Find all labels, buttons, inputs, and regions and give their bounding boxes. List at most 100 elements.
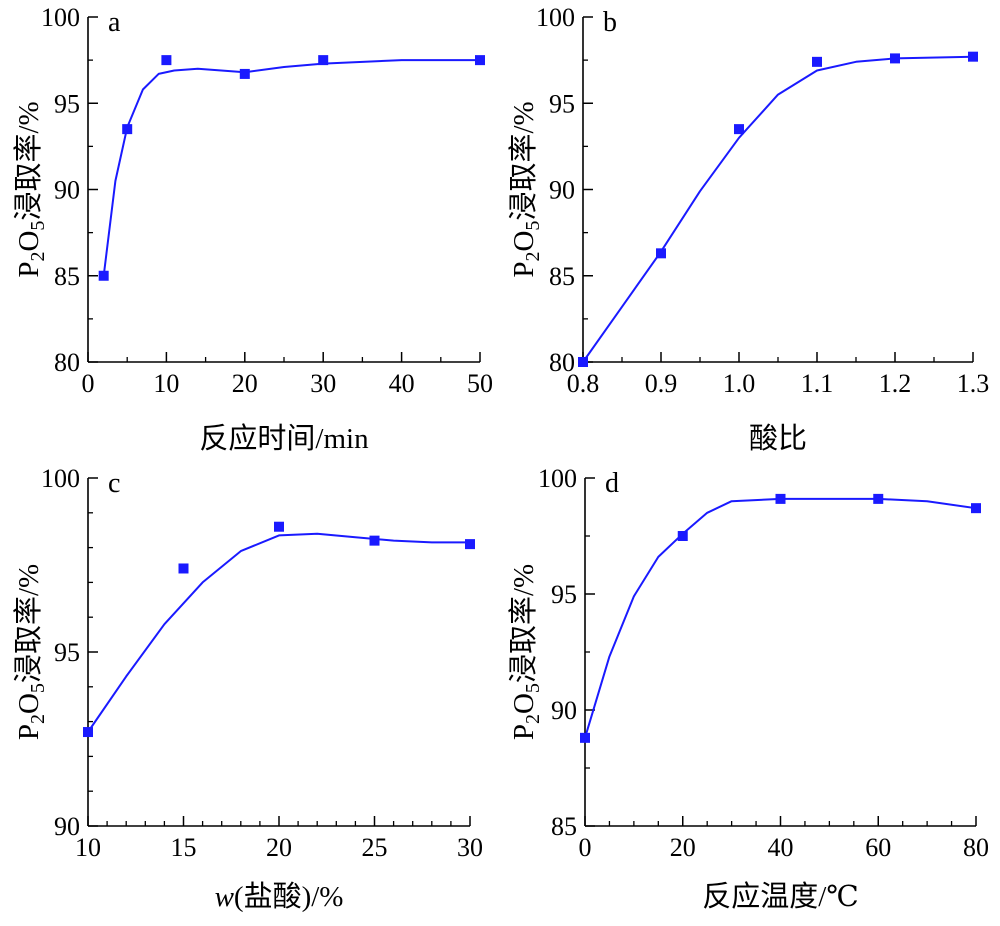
data-point-marker (971, 503, 981, 514)
y-axis-title-o: O (508, 231, 540, 252)
data-point-marker (677, 531, 688, 541)
x-tick-label: 40 (768, 833, 794, 862)
y-axis-title-sub-5: 5 (27, 221, 49, 231)
y-tick-label: 100 (41, 464, 80, 493)
data-point-marker (122, 124, 133, 135)
panel-label: a (108, 7, 121, 38)
x-tick-label: 1.0 (723, 369, 756, 398)
y-tick-label: 85 (54, 262, 80, 291)
y-axis-title-sub-5: 5 (522, 683, 544, 693)
y-axis-title-p: P (13, 262, 45, 278)
data-point-marker (161, 55, 172, 66)
series-fit-curve (584, 497, 977, 739)
panel-label: c (108, 468, 120, 499)
y-axis-title-rest: 浸取率/% (12, 101, 45, 220)
y-tick-label: 95 (551, 580, 577, 609)
x-tick-label: 1.3 (957, 369, 990, 398)
data-point-marker (178, 563, 189, 574)
data-point-marker (968, 51, 978, 62)
data-point-marker (83, 727, 93, 738)
y-axis-title: P2O5浸取率/% (507, 564, 544, 740)
y-axis-title: P2O5浸取率/% (507, 101, 544, 277)
x-tick-label: 20 (232, 369, 258, 398)
series-fit-curve (582, 55, 974, 363)
x-tick-label: 10 (153, 369, 179, 398)
x-tick-label: 1.2 (879, 369, 912, 398)
data-point-marker (318, 55, 329, 66)
y-tick-label: 90 (54, 176, 80, 205)
y-axis-title-o: O (508, 693, 540, 714)
x-tick-label: 40 (389, 369, 415, 398)
y-axis-title-p: P (13, 724, 45, 740)
data-point-marker (656, 248, 666, 259)
x-tick-label: 10 (75, 833, 101, 862)
y-tick-label: 80 (549, 348, 575, 377)
y-tick-label: 90 (54, 812, 80, 841)
panel-d: 0 20 40 60 80 85 90 95 100 d 反应温度/℃ P2O5浸取率/% (507, 464, 989, 913)
data-point-marker (465, 539, 475, 550)
x-tick-label: 20 (266, 833, 292, 862)
x-tick-label: 80 (963, 833, 989, 862)
y-axis-title: P2O5浸取率/% (12, 101, 49, 277)
y-axis-title-rest: 浸取率/% (12, 564, 45, 683)
y-tick-label: 95 (54, 638, 80, 667)
x-axis-title-rest: (盐酸)/% (234, 880, 344, 913)
y-tick-label: 90 (549, 176, 575, 205)
y-tick-label: 100 (536, 3, 575, 32)
data-point-marker (369, 535, 380, 546)
data-point-marker (578, 357, 588, 367)
y-axis-title-o: O (13, 231, 45, 252)
panel-label: b (603, 7, 617, 38)
x-axis-title: 酸比 (749, 422, 807, 455)
x-tick-label: 20 (670, 833, 696, 862)
y-axis-title-sub-5: 5 (522, 221, 544, 231)
data-point-marker (890, 53, 900, 64)
x-axis-title: 反应时间/min (199, 422, 369, 455)
y-tick-label: 80 (54, 348, 80, 377)
y-axis-title-p: P (508, 262, 540, 278)
data-point-marker (98, 270, 109, 281)
series-fit-curve (102, 59, 480, 276)
panel-a: 0 10 20 30 40 50 80 85 90 95 100 a 反应时间/min P2O5浸取率/% (12, 3, 493, 455)
y-axis-title-sub-2: 2 (522, 252, 544, 262)
y-tick-label: 90 (551, 696, 577, 725)
y-tick-label: 95 (549, 89, 575, 118)
data-point-marker (734, 124, 744, 135)
x-tick-label: 1.1 (801, 369, 834, 398)
y-axis-title-sub-2: 2 (522, 714, 544, 724)
panel-b: 0.8 0.9 1.0 1.1 1.2 1.3 80 85 90 95 100 b 酸比 P2O5浸取率/… (507, 3, 989, 455)
data-point-marker (873, 493, 884, 504)
y-tick-label: 85 (549, 262, 575, 291)
x-axis-title: w(盐酸)/% (215, 880, 344, 913)
y-tick-label: 85 (551, 812, 577, 841)
y-axis-title-sub-5: 5 (27, 683, 49, 693)
y-tick-label: 100 (538, 464, 577, 493)
data-point-marker (580, 732, 590, 743)
y-axis-title-rest: 浸取率/% (507, 101, 540, 220)
panel-label: d (605, 468, 619, 499)
x-tick-label: 0 (82, 369, 95, 398)
x-tick-label: 0 (579, 833, 592, 862)
x-tick-label: 50 (467, 369, 493, 398)
x-axis-title: 反应温度/℃ (702, 880, 859, 913)
y-axis-title-o: O (13, 693, 45, 714)
data-point-marker (775, 493, 786, 504)
y-tick-label: 95 (54, 89, 80, 118)
data-point-marker (239, 68, 250, 79)
x-tick-label: 0.9 (645, 369, 678, 398)
x-tick-label: 25 (362, 833, 388, 862)
y-axis-title: P2O5浸取率/% (12, 564, 49, 740)
series-fit-curve (87, 532, 470, 733)
x-tick-label: 0.8 (567, 369, 600, 398)
x-tick-label: 30 (310, 369, 336, 398)
x-axis-title-variable: w (215, 881, 235, 913)
x-tick-label: 30 (457, 833, 483, 862)
data-point-marker (812, 56, 822, 67)
data-point-marker (274, 521, 284, 532)
y-axis-title-sub-2: 2 (27, 714, 49, 724)
y-axis-title-sub-2: 2 (27, 252, 49, 262)
x-tick-label: 60 (865, 833, 891, 862)
